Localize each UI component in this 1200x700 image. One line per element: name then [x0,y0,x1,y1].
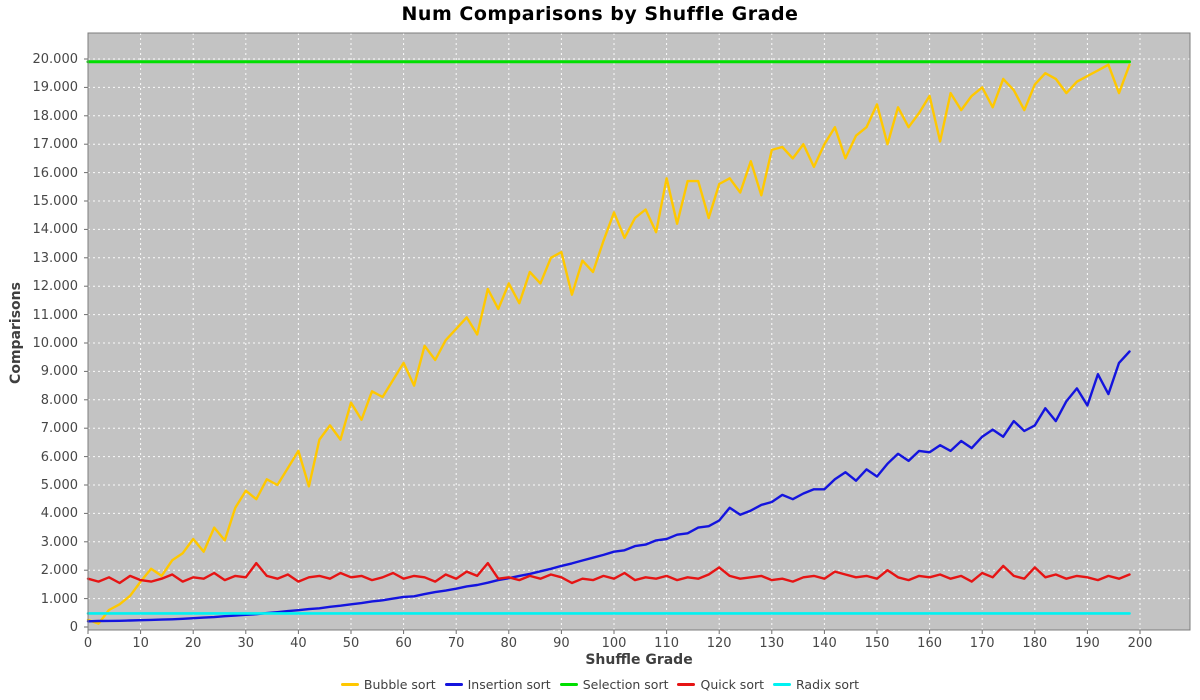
x-tick-label: 20 [184,636,202,651]
x-tick-label: 70 [447,636,465,651]
x-tick-label: 120 [706,636,732,651]
x-tick-label: 150 [864,636,890,651]
x-tick-label: 180 [1022,636,1048,651]
legend-label: Insertion sort [467,677,551,692]
legend-label: Bubble sort [363,677,436,692]
chart-title: Num Comparisons by Shuffle Grade [401,3,799,25]
legend-item-insertion-sort: Insertion sort [444,677,551,692]
x-tick-label: 160 [917,636,942,651]
y-tick-label: 8.000 [40,392,78,408]
legend-line-icon [677,683,696,686]
y-tick-label: 17.000 [32,137,79,153]
plot-border [87,32,1191,631]
y-tick-label: 16.000 [32,165,79,181]
x-tick-label: 40 [290,636,307,651]
x-axis-title: Shuffle Grade [585,652,693,668]
y-tick-label: 1.000 [40,591,78,607]
legend-item-selection-sort: Selection sort [559,677,669,692]
x-tick-label: 110 [654,636,679,651]
y-tick-label: 5.000 [40,478,78,493]
x-tick-label: 200 [1127,636,1153,651]
y-tick-label: 20.000 [32,52,79,67]
x-tick-label: 60 [395,636,412,651]
x-tick-label: 0 [83,636,93,651]
y-tick-label: 2.000 [40,563,78,579]
x-tick-label: 50 [342,636,360,651]
legend-item-quick-sort: Quick sort [677,677,764,692]
y-tick-label: 0 [69,620,78,635]
y-tick-label: 4.000 [40,506,78,522]
y-tick-label: 6.000 [40,449,78,465]
x-tick-label: 170 [969,636,995,651]
legend-line-icon [773,683,792,686]
plot-background [88,33,1190,630]
legend-line-icon [444,683,463,686]
y-tick-label: 3.000 [40,534,78,550]
x-tick-label: 130 [759,636,785,651]
series-line-quick-sort [86,561,1131,585]
legend: Bubble sort Insertion sort Selection sort Q… [0,677,1200,692]
y-tick-label: 18.000 [32,108,79,124]
x-tick-label: 30 [237,636,255,651]
x-tick-label: 80 [500,636,518,651]
y-tick-label: 15.000 [32,194,79,209]
legend-item-bubble-sort: Bubble sort [340,677,436,692]
legend-label: Quick sort [700,677,765,692]
y-tick-label: 14.000 [32,222,79,238]
y-tick-label: 7.000 [40,421,78,437]
series-line-bubble-sort [86,63,1131,625]
legend-label: Selection sort [582,677,669,692]
y-tick-label: 10.000 [32,336,79,351]
y-tick-label: 12.000 [32,279,79,295]
legend-item-radix-sort: Radix sort [773,677,859,692]
x-tick-label: 10 [132,636,149,651]
legend-line-icon [559,683,578,686]
x-tick-label: 140 [811,636,837,651]
y-tick-label: 9.000 [40,364,78,380]
y-tick-label: 13.000 [32,250,79,266]
x-tick-label: 100 [601,636,627,651]
y-tick-label: 11.000 [32,307,79,323]
x-tick-label: 190 [1074,636,1100,651]
legend-label: Radix sort [796,677,860,692]
legend-line-icon [340,683,359,686]
x-tick-label: 90 [553,636,570,651]
y-tick-label: 19.000 [32,80,79,96]
